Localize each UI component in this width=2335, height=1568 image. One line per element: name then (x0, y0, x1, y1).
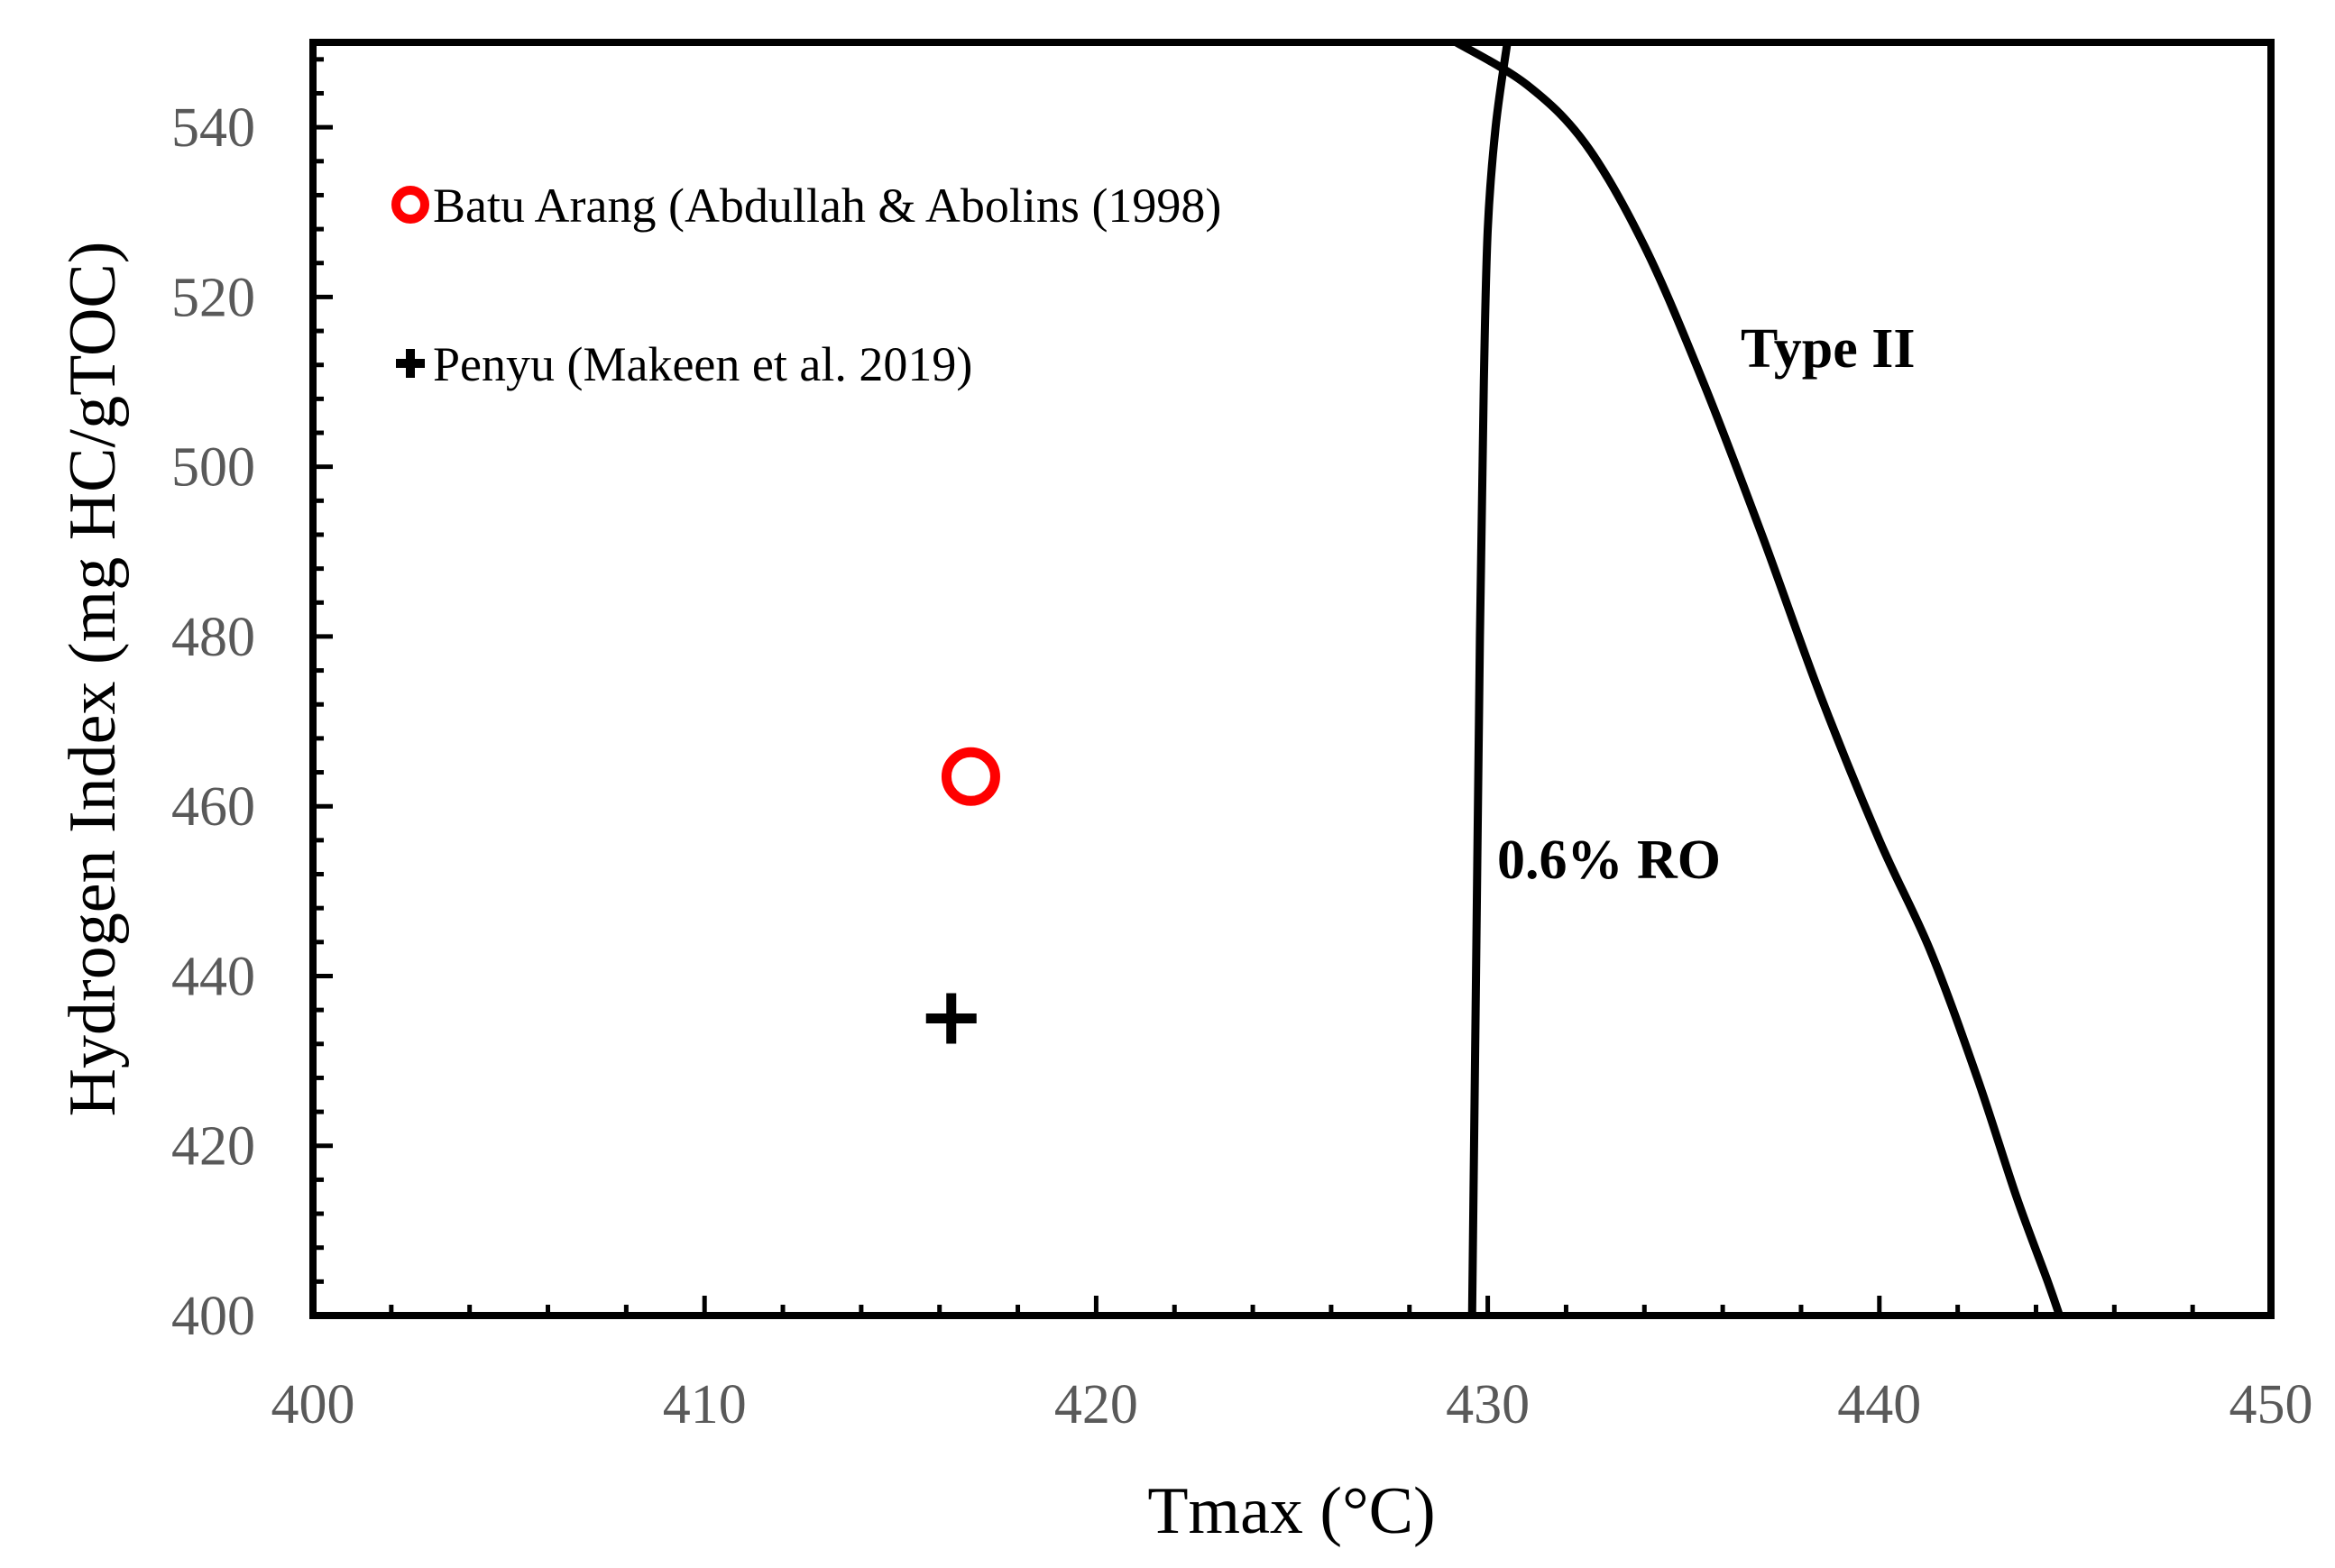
y-tick-label-400: 400 (171, 1286, 255, 1347)
y-axis-title: Hydrogen Index (mg HC/gTOC) (56, 242, 130, 1117)
y-tick-label-520: 520 (171, 267, 255, 328)
x-tick-label-400: 400 (271, 1374, 355, 1435)
point-batu-arang-0 (941, 747, 1000, 806)
axis-tick-labels: 400 410 420 430 440 450 400 420 440 460 480 500 520 5… (171, 97, 2313, 1435)
y-tick-label-500: 500 (171, 437, 255, 499)
x-tick-label-420: 420 (1054, 1374, 1138, 1435)
legend-marker-penyu (396, 349, 425, 378)
x-tick-label-430: 430 (1446, 1374, 1530, 1435)
curves-layer (1454, 42, 2064, 1316)
x-axis-title: Tmax (°C) (1147, 1474, 1435, 1548)
curve-type-ii (1454, 42, 2064, 1316)
legend-label-batu-arang: Batu Arang (Abdullah & Abolins (1998) (433, 179, 1221, 233)
y-tick-label-540: 540 (171, 97, 255, 159)
y-tick-label-440: 440 (171, 946, 255, 1007)
legend: Batu Arang (Abdullah & Abolins (1998) Pe… (391, 179, 1221, 391)
y-tick-label-420: 420 (171, 1116, 255, 1178)
legend-label-penyu: Penyu (Makeen et al. 2019) (433, 337, 972, 391)
x-tick-label-450: 450 (2229, 1374, 2313, 1435)
x-tick-label-410: 410 (663, 1374, 747, 1435)
curve-label-0-6-ro: 0.6% RO (1497, 830, 1721, 891)
plot-area-frame (309, 39, 2275, 1319)
x-tick-label-440: 440 (1837, 1374, 1921, 1435)
point-penyu-0 (925, 993, 977, 1044)
y-tick-label-460: 460 (171, 776, 255, 838)
legend-marker-batu-arang (391, 186, 429, 224)
data-points (925, 747, 1000, 1044)
curve-0-6-ro (1467, 42, 1512, 1316)
curve-label-type-ii: Type II (1741, 318, 1916, 380)
y-tick-label-480: 480 (171, 607, 255, 668)
axis-ticks (310, 57, 2274, 1318)
